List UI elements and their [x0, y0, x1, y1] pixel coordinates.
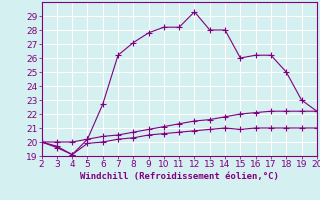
X-axis label: Windchill (Refroidissement éolien,°C): Windchill (Refroidissement éolien,°C): [80, 172, 279, 181]
